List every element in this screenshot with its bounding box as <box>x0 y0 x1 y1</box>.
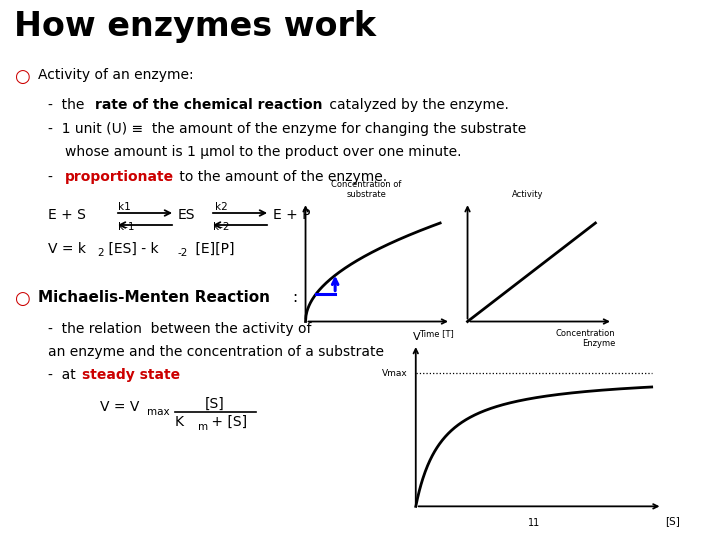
Text: [S]: [S] <box>665 516 680 525</box>
Text: to the amount of the enzyme.: to the amount of the enzyme. <box>175 170 387 184</box>
Text: V = V: V = V <box>100 400 140 414</box>
Text: Concentration of
substrate: Concentration of substrate <box>331 180 401 199</box>
Text: m: m <box>198 422 208 432</box>
Text: k2: k2 <box>215 202 228 212</box>
Text: k1: k1 <box>118 202 131 212</box>
Text: Vmax: Vmax <box>382 369 408 378</box>
Text: an enzyme and the concentration of a substrate: an enzyme and the concentration of a sub… <box>48 345 384 359</box>
Text: steady state: steady state <box>82 368 180 382</box>
Text: Activity of an enzyme:: Activity of an enzyme: <box>38 68 194 82</box>
Text: catalyzed by the enzyme.: catalyzed by the enzyme. <box>325 98 509 112</box>
Text: 11: 11 <box>528 518 540 528</box>
Text: ○: ○ <box>14 68 30 86</box>
Text: k-1: k-1 <box>118 222 135 232</box>
Text: [ES] - k: [ES] - k <box>104 242 158 256</box>
Text: Michaelis-Menten Reaction: Michaelis-Menten Reaction <box>38 290 270 305</box>
Text: 2: 2 <box>97 248 104 258</box>
Text: -  1 unit (U) ≡  the amount of the enzyme for changing the substrate: - 1 unit (U) ≡ the amount of the enzyme … <box>48 122 526 136</box>
Text: -  at: - at <box>48 368 80 382</box>
Text: rate of the chemical reaction: rate of the chemical reaction <box>95 98 323 112</box>
Text: :: : <box>292 290 297 305</box>
Text: k-2: k-2 <box>213 222 230 232</box>
Text: -  the: - the <box>48 98 89 112</box>
Text: max: max <box>147 407 170 417</box>
Text: ○: ○ <box>14 290 30 308</box>
Text: Activity: Activity <box>513 190 544 199</box>
Text: [E][P]: [E][P] <box>191 242 235 256</box>
Text: V = k: V = k <box>48 242 86 256</box>
Text: Time [T]: Time [T] <box>419 329 454 338</box>
Text: ES: ES <box>178 208 196 222</box>
Text: + [S]: + [S] <box>207 415 247 429</box>
Text: V: V <box>413 332 420 341</box>
Text: E + S: E + S <box>48 208 86 222</box>
Text: whose amount is 1 μmol to the product over one minute.: whose amount is 1 μmol to the product ov… <box>65 145 462 159</box>
Text: K: K <box>175 415 184 429</box>
Text: [S]: [S] <box>205 397 225 411</box>
Text: proportionate: proportionate <box>65 170 174 184</box>
Text: -  the relation  between the activity of: - the relation between the activity of <box>48 322 312 336</box>
Text: Concentration
Enzyme: Concentration Enzyme <box>556 329 616 348</box>
Text: How enzymes work: How enzymes work <box>14 10 376 43</box>
Text: -: - <box>48 170 62 184</box>
Text: E + P: E + P <box>273 208 310 222</box>
Text: -2: -2 <box>177 248 187 258</box>
